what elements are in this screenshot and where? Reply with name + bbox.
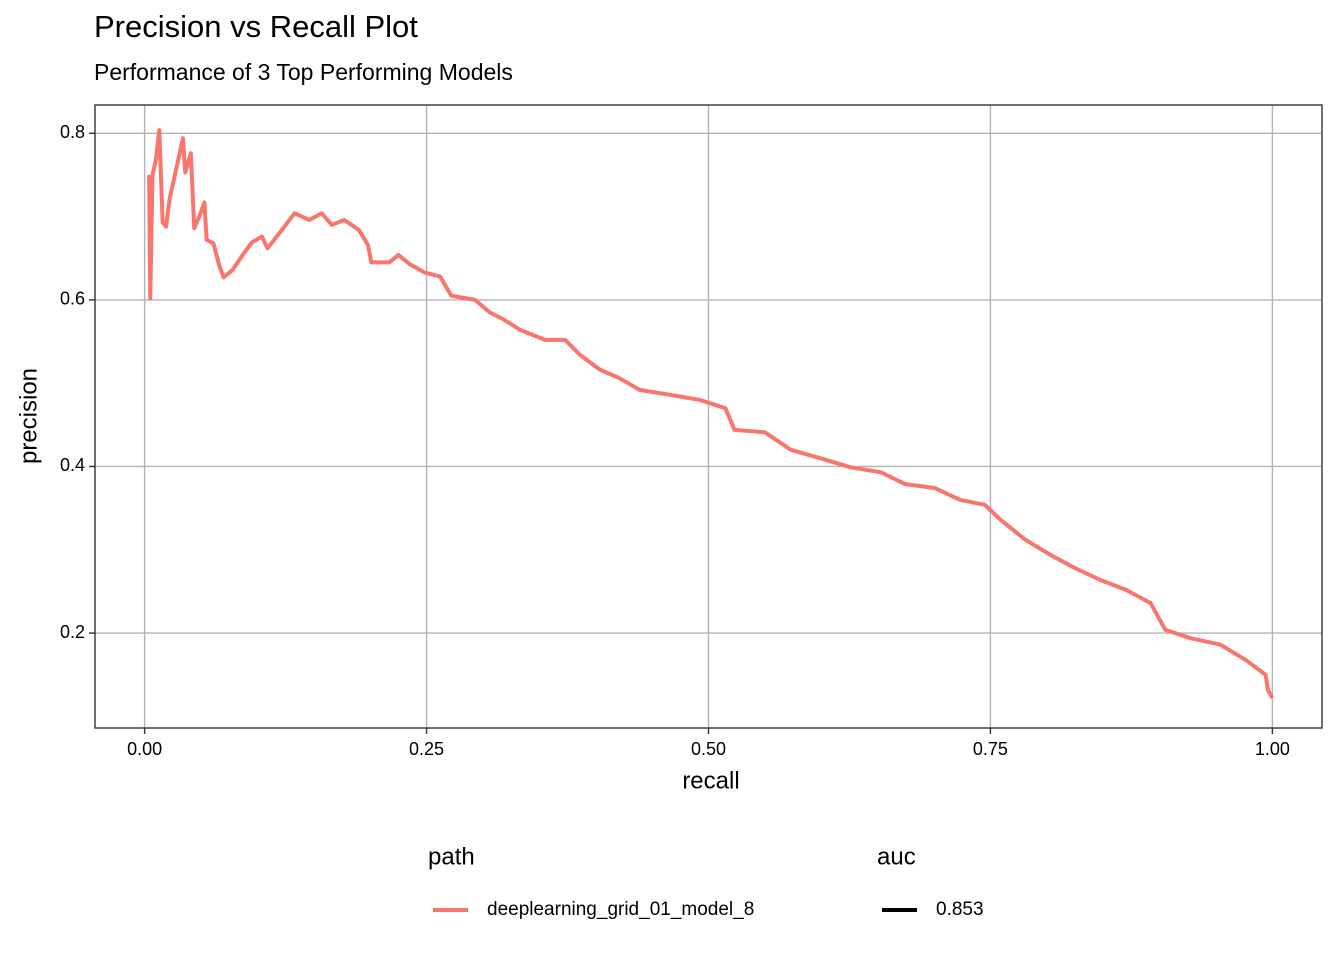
legend-title: auc xyxy=(877,843,916,870)
x-tick-label: 0.75 xyxy=(973,739,1008,759)
x-tick-label: 0.50 xyxy=(691,739,726,759)
x-tick-label: 0.00 xyxy=(127,739,162,759)
legend-label: deeplearning_grid_01_model_8 xyxy=(487,899,754,920)
legend-label: 0.853 xyxy=(936,899,984,920)
y-tick-label: 0.8 xyxy=(60,122,85,142)
chart-title: Precision vs Recall Plot xyxy=(94,9,418,44)
series-line xyxy=(147,127,1275,699)
y-tick-label: 0.4 xyxy=(60,455,85,475)
panel-border xyxy=(94,104,1323,729)
y-axis-label: precision xyxy=(15,368,42,464)
x-tick-label: 0.25 xyxy=(409,739,444,759)
legend-title: path xyxy=(428,843,475,870)
x-tick-label: 1.00 xyxy=(1255,739,1290,759)
chart-subtitle: Performance of 3 Top Performing Models xyxy=(94,59,513,85)
x-axis-label: recall xyxy=(682,767,739,794)
y-tick-label: 0.2 xyxy=(60,622,85,642)
y-tick-label: 0.6 xyxy=(60,289,85,309)
